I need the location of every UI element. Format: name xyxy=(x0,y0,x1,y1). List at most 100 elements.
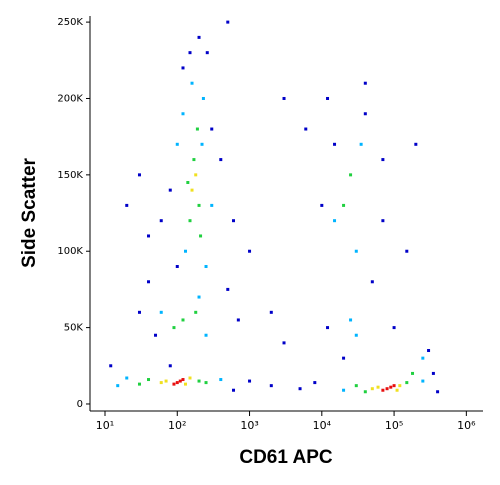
event-dot xyxy=(194,173,198,177)
event-dot xyxy=(188,51,192,55)
event-dot xyxy=(436,390,440,394)
event-dot xyxy=(188,376,192,380)
x-tick-label: 10⁵ xyxy=(385,419,403,432)
x-tick-label: 10² xyxy=(168,419,186,432)
event-dot xyxy=(190,188,194,192)
event-dot xyxy=(363,390,367,394)
y-tick-label: 0 xyxy=(77,399,83,410)
event-dot xyxy=(333,219,337,223)
event-dot xyxy=(385,387,389,391)
event-dot xyxy=(159,310,163,314)
event-dot xyxy=(232,219,236,223)
event-dot xyxy=(137,382,141,386)
event-dot xyxy=(282,96,286,100)
event-dot xyxy=(194,310,198,314)
event-dot xyxy=(354,249,358,253)
event-dot xyxy=(269,310,273,314)
event-dot xyxy=(181,318,185,322)
event-dot xyxy=(186,180,190,184)
event-dot xyxy=(172,382,176,386)
event-dot xyxy=(349,173,353,177)
event-dot xyxy=(232,388,236,392)
event-dot xyxy=(197,203,201,207)
event-dot xyxy=(298,387,302,391)
event-dot xyxy=(200,142,204,146)
event-dot xyxy=(392,326,396,330)
event-dot xyxy=(342,356,346,360)
event-dot xyxy=(354,333,358,337)
event-dot xyxy=(381,158,385,162)
event-dot xyxy=(359,142,363,146)
event-dot xyxy=(192,158,196,162)
event-dot xyxy=(389,385,393,389)
event-dot xyxy=(326,326,330,330)
event-dot xyxy=(248,379,252,383)
event-dot xyxy=(125,376,129,380)
event-dot xyxy=(204,381,208,385)
event-dot xyxy=(269,384,273,388)
event-dot xyxy=(363,81,367,85)
event-dot xyxy=(175,142,179,146)
event-dot xyxy=(392,384,396,388)
y-tick-label: 250K xyxy=(57,17,83,28)
event-dot xyxy=(414,142,418,146)
y-tick-label: 200K xyxy=(57,93,83,104)
x-tick-label: 10³ xyxy=(240,419,258,432)
event-dot xyxy=(154,333,158,337)
event-dot xyxy=(333,142,337,146)
event-dot xyxy=(236,318,240,322)
event-dot xyxy=(164,379,168,383)
event-dot xyxy=(219,378,223,382)
event-dot xyxy=(398,384,402,388)
event-dot xyxy=(405,381,409,385)
event-dot xyxy=(210,203,214,207)
event-dot xyxy=(168,364,172,368)
event-dot xyxy=(427,349,431,353)
event-dot xyxy=(188,219,192,223)
y-tick-label: 150K xyxy=(57,170,83,181)
x-axis-title: CD61 APC xyxy=(239,447,333,468)
x-tick-label: 10⁴ xyxy=(313,419,332,432)
event-dot xyxy=(376,385,380,389)
event-dot xyxy=(342,203,346,207)
event-dot xyxy=(147,280,151,284)
event-dot xyxy=(184,249,188,253)
event-dot xyxy=(172,326,176,330)
event-dot xyxy=(395,388,399,392)
event-dot xyxy=(184,382,188,386)
y-tick-label: 100K xyxy=(57,246,83,257)
event-dot xyxy=(181,378,185,382)
event-dot xyxy=(363,112,367,116)
event-dot xyxy=(381,388,385,392)
event-dot xyxy=(197,35,201,39)
event-dot xyxy=(354,384,358,388)
event-dot xyxy=(370,280,374,284)
event-dot xyxy=(210,127,214,131)
event-dot xyxy=(199,234,203,238)
event-dot xyxy=(147,378,151,382)
event-dot xyxy=(168,188,172,192)
event-dot xyxy=(109,364,113,368)
event-dot xyxy=(205,51,209,55)
event-dot xyxy=(326,96,330,100)
event-dot xyxy=(137,173,141,177)
event-dot xyxy=(421,356,425,360)
event-dot xyxy=(147,234,151,238)
event-dot xyxy=(381,219,385,223)
y-tick-label: 50K xyxy=(64,323,84,334)
event-dot xyxy=(304,127,308,131)
x-tick-label: 10⁶ xyxy=(457,419,476,432)
event-dot xyxy=(349,318,353,322)
event-dot xyxy=(342,388,346,392)
event-dot xyxy=(313,381,317,385)
event-dot xyxy=(320,203,324,207)
event-dot xyxy=(411,371,415,375)
event-dot xyxy=(421,379,425,383)
event-dot xyxy=(197,379,201,383)
event-dot xyxy=(181,112,185,116)
event-dot xyxy=(137,310,141,314)
event-dot xyxy=(175,381,179,385)
event-dot xyxy=(226,287,230,291)
event-dot xyxy=(159,219,163,223)
